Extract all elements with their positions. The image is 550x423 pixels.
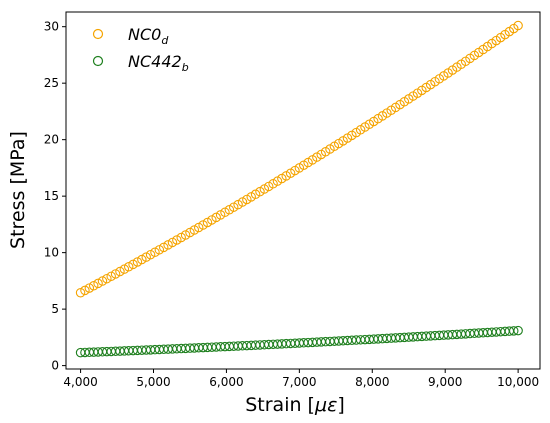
data-point xyxy=(513,20,523,31)
y-tick-label: 20 xyxy=(44,133,59,147)
data-point xyxy=(75,287,86,298)
x-tick-label: 10,000 xyxy=(497,375,539,389)
series-nc0d xyxy=(75,20,523,298)
legend-label-nc442b: NC442b xyxy=(128,52,189,74)
x-axis-ticks: 4,000 5,000 6,000 7,000 8,000 9,000 10,000 xyxy=(63,369,539,389)
data-point xyxy=(84,283,95,293)
x-tick-label: 9,000 xyxy=(428,375,462,389)
plot-area xyxy=(65,11,541,370)
series-layer xyxy=(75,20,523,358)
data-point xyxy=(97,276,108,286)
x-tick-label: 4,000 xyxy=(63,375,97,389)
x-axis-label: Strain [με] xyxy=(245,394,345,416)
legend-label-nc0d: NC0d xyxy=(128,25,169,47)
y-tick-label: 25 xyxy=(44,76,59,90)
y-tick-label: 5 xyxy=(51,302,59,316)
y-tick-label: 15 xyxy=(44,189,59,203)
x-tick-label: 7,000 xyxy=(282,375,316,389)
data-point xyxy=(88,280,99,291)
y-tick-label: 30 xyxy=(44,20,59,34)
x-tick-label: 8,000 xyxy=(355,375,389,389)
data-point xyxy=(508,326,519,336)
legend-marker-nc442b xyxy=(92,55,104,67)
y-tick-label: 0 xyxy=(51,359,59,373)
legend-marker-nc0d xyxy=(92,28,104,40)
series-nc442b xyxy=(75,325,523,358)
data-point xyxy=(80,285,90,296)
y-tick-label: 10 xyxy=(44,246,59,260)
y-axis-ticks: 0 5 10 15 20 25 30 xyxy=(44,20,66,373)
data-point xyxy=(513,325,523,336)
legend: NC0d NC442b xyxy=(92,25,189,74)
y-axis-label: Stress [MPa] xyxy=(7,131,29,249)
x-tick-label: 6,000 xyxy=(209,375,243,389)
x-tick-label: 5,000 xyxy=(136,375,170,389)
plot-frame xyxy=(65,11,541,370)
